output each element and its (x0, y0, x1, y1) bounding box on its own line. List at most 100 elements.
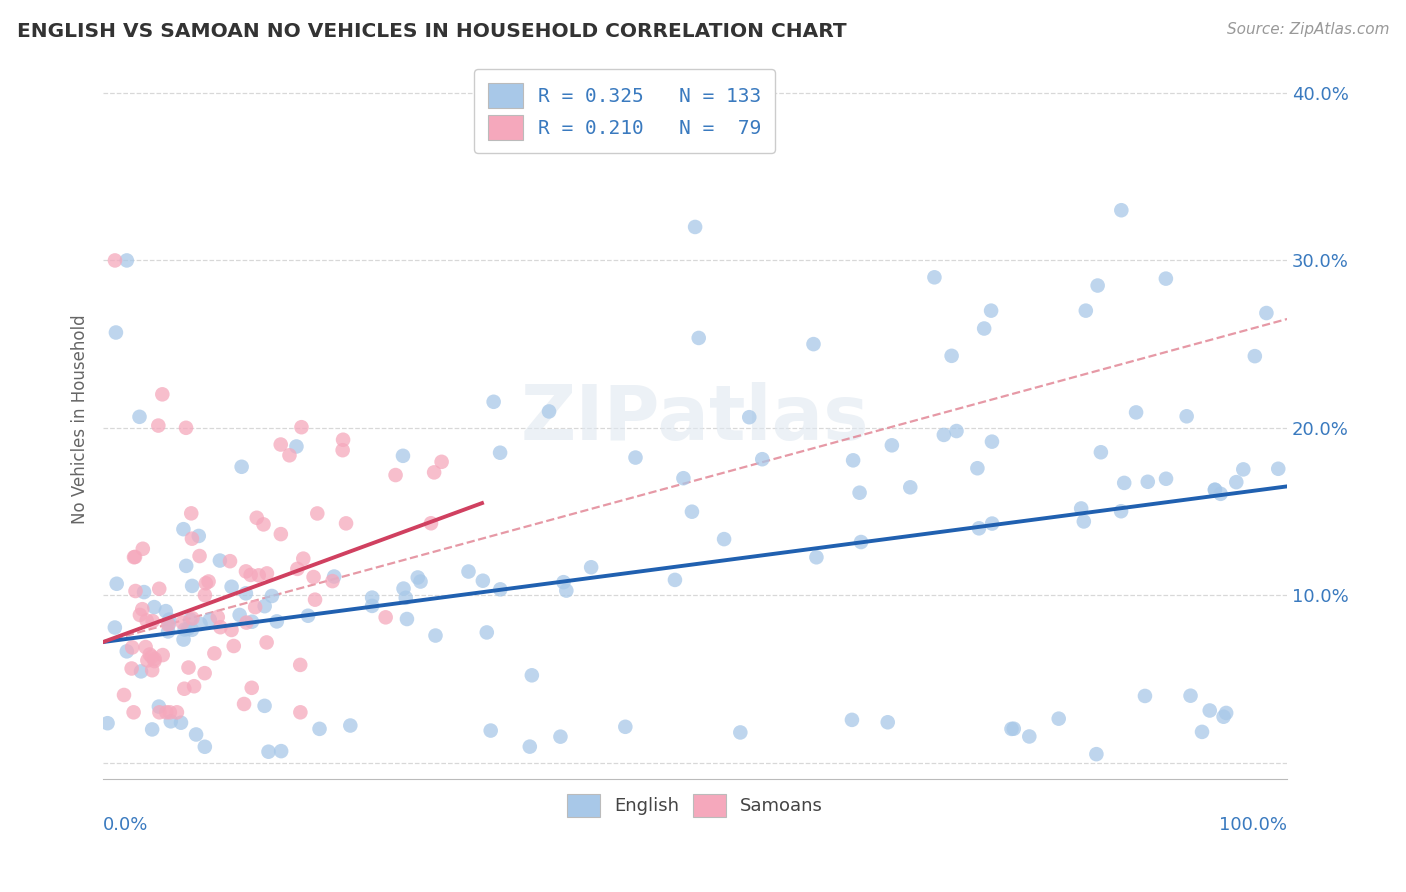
Point (122, 550, 145, 565)
Point (233, 697, 256, 711)
Point (252, 517, 274, 532)
Point (148, 699, 170, 714)
Point (266, 615, 288, 629)
Point (198, 613, 221, 627)
Point (143, 600, 166, 615)
Point (173, 632, 195, 647)
Point (292, 551, 315, 566)
Point (105, 576, 128, 591)
Point (664, 573, 686, 587)
Point (1215, 706, 1237, 720)
Point (172, 522, 194, 536)
Point (159, 706, 181, 720)
Point (374, 610, 396, 624)
Point (181, 532, 204, 546)
Point (290, 657, 312, 672)
Point (1225, 475, 1247, 490)
Point (207, 610, 229, 624)
Point (181, 611, 204, 625)
Point (1175, 409, 1198, 424)
Point (157, 617, 180, 632)
Point (194, 666, 217, 681)
Point (96, 716, 118, 731)
Point (131, 602, 153, 616)
Point (1047, 712, 1070, 726)
Point (730, 725, 752, 739)
Point (247, 568, 270, 582)
Point (1109, 504, 1132, 518)
Point (475, 625, 498, 640)
Point (221, 623, 243, 637)
Point (1232, 462, 1254, 476)
Point (849, 535, 872, 549)
Point (270, 437, 292, 451)
Point (132, 585, 155, 599)
Point (270, 527, 292, 541)
Point (981, 516, 1004, 531)
Point (141, 663, 163, 677)
Point (239, 568, 262, 582)
Point (135, 614, 157, 628)
Point (141, 723, 163, 737)
Point (406, 570, 429, 584)
Point (738, 410, 761, 425)
Point (876, 715, 898, 730)
Point (222, 639, 245, 653)
Point (1154, 271, 1177, 285)
Point (479, 723, 502, 738)
Point (104, 253, 127, 268)
Point (246, 510, 269, 524)
Point (157, 617, 180, 632)
Point (489, 446, 512, 460)
Point (112, 688, 135, 702)
Point (240, 681, 263, 695)
Point (219, 554, 242, 568)
Point (803, 337, 825, 351)
Point (361, 599, 384, 613)
Point (183, 679, 205, 693)
Point (173, 681, 195, 696)
Point (880, 438, 903, 452)
Point (129, 665, 152, 679)
Point (141, 649, 163, 664)
Point (339, 718, 361, 732)
Point (1000, 722, 1022, 736)
Point (688, 331, 710, 345)
Y-axis label: No Vehicles in Household: No Vehicles in Household (72, 315, 89, 524)
Point (751, 452, 773, 467)
Point (184, 727, 207, 741)
Point (209, 620, 232, 634)
Point (181, 579, 204, 593)
Point (555, 583, 578, 598)
Point (253, 698, 276, 713)
Point (1209, 487, 1232, 501)
Point (197, 574, 219, 589)
Point (409, 574, 432, 589)
Point (537, 404, 560, 418)
Point (1267, 462, 1289, 476)
Point (243, 600, 266, 615)
Point (152, 648, 174, 662)
Point (115, 644, 138, 658)
Point (174, 558, 197, 573)
Point (285, 440, 308, 454)
Point (202, 646, 225, 660)
Point (115, 253, 138, 268)
Point (104, 620, 127, 634)
Point (157, 624, 180, 639)
Point (231, 459, 253, 474)
Point (177, 660, 200, 674)
Point (1154, 472, 1177, 486)
Point (924, 270, 946, 285)
Point (304, 592, 326, 607)
Point (321, 574, 343, 588)
Text: 0.0%: 0.0% (103, 816, 149, 834)
Point (392, 582, 415, 596)
Point (257, 745, 280, 759)
Point (256, 635, 278, 649)
Point (150, 387, 173, 401)
Point (1198, 704, 1220, 718)
Point (170, 715, 193, 730)
Point (290, 420, 312, 434)
Point (124, 549, 146, 564)
